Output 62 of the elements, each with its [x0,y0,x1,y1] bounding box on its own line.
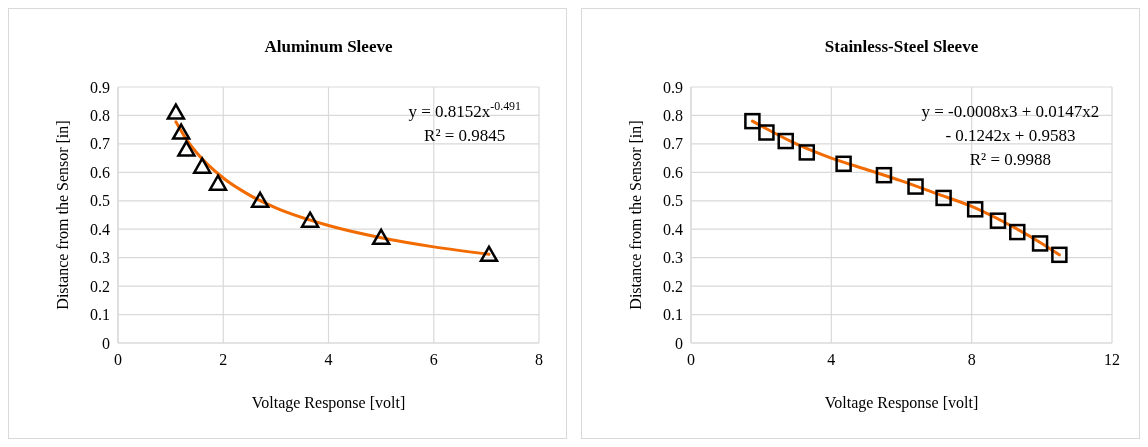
point [907,178,924,195]
y-tick-label: 0.6 [663,163,683,181]
x-tick-label: 2 [219,351,228,368]
point [192,157,212,174]
y-tick-label: 0.2 [663,277,683,295]
x-axis-title: Voltage Response [volt] [251,394,406,412]
point [989,212,1007,229]
y-tick-label: 0.3 [90,249,110,267]
point [1031,235,1049,252]
y-tick-label: 0.9 [663,78,683,96]
y-tick-label: 0.1 [663,306,683,324]
point [250,191,270,209]
annotation: y = -0.0008x3 + 0.0147x2 [921,102,1100,121]
y-tick-label: 0 [675,334,683,352]
y-axis-title: Distance from the Sensor [in] [54,120,71,310]
y-tick-label: 0.4 [90,220,110,238]
x-tick-label: 12 [1104,351,1120,368]
point [798,144,816,161]
y-tick-label: 0.8 [663,107,683,125]
y-tick-label: 0.5 [90,192,110,210]
point [777,132,794,150]
chart-title: Stainless-Steel Sleeve [824,37,979,56]
y-tick-label: 0.5 [663,192,683,210]
point [758,124,775,141]
y-tick-label: 0.3 [663,249,683,267]
point [479,245,499,263]
point [966,201,984,218]
y-tick-label: 0.8 [90,107,110,125]
y-tick-label: 0.7 [90,135,110,153]
chart-title: Aluminum Sleeve [264,37,393,56]
y-tick-label: 0.1 [90,306,110,324]
y-tick-label: 0.7 [663,135,683,153]
point [371,228,391,246]
x-tick-label: 4 [827,351,836,368]
point [171,123,191,140]
point [300,211,320,228]
x-tick-label: 0 [687,351,695,368]
point [177,140,196,157]
y-tick-label: 0.9 [90,78,110,96]
point [744,112,761,130]
annotation: y = 0.8152x$^{-0.491}$ [408,99,522,121]
x-tick-label: 6 [429,351,438,368]
point [835,155,852,173]
x-axis-title: Voltage Response [volt] [824,394,979,412]
x-tick-label: 8 [967,351,976,368]
x-tick-label: 4 [324,351,333,368]
point [935,189,952,207]
point [875,166,893,184]
y-tick-label: 0 [102,334,110,352]
annotation: R² = 0.9845 [424,126,506,145]
x-tick-label: 0 [114,351,122,368]
point [1009,223,1026,241]
point [1051,246,1068,264]
annotation: - 0.1242x + 0.9583 [945,126,1076,145]
y-axis-title: Distance from the Sensor [in] [627,120,644,310]
y-tick-label: 0.6 [90,163,110,181]
y-tick-label: 0.4 [663,220,683,238]
y-tick-label: 0.2 [90,277,110,295]
point [166,103,186,120]
point [208,174,228,191]
annotation: R² = 0.9988 [969,150,1052,169]
x-tick-label: 8 [535,351,543,368]
